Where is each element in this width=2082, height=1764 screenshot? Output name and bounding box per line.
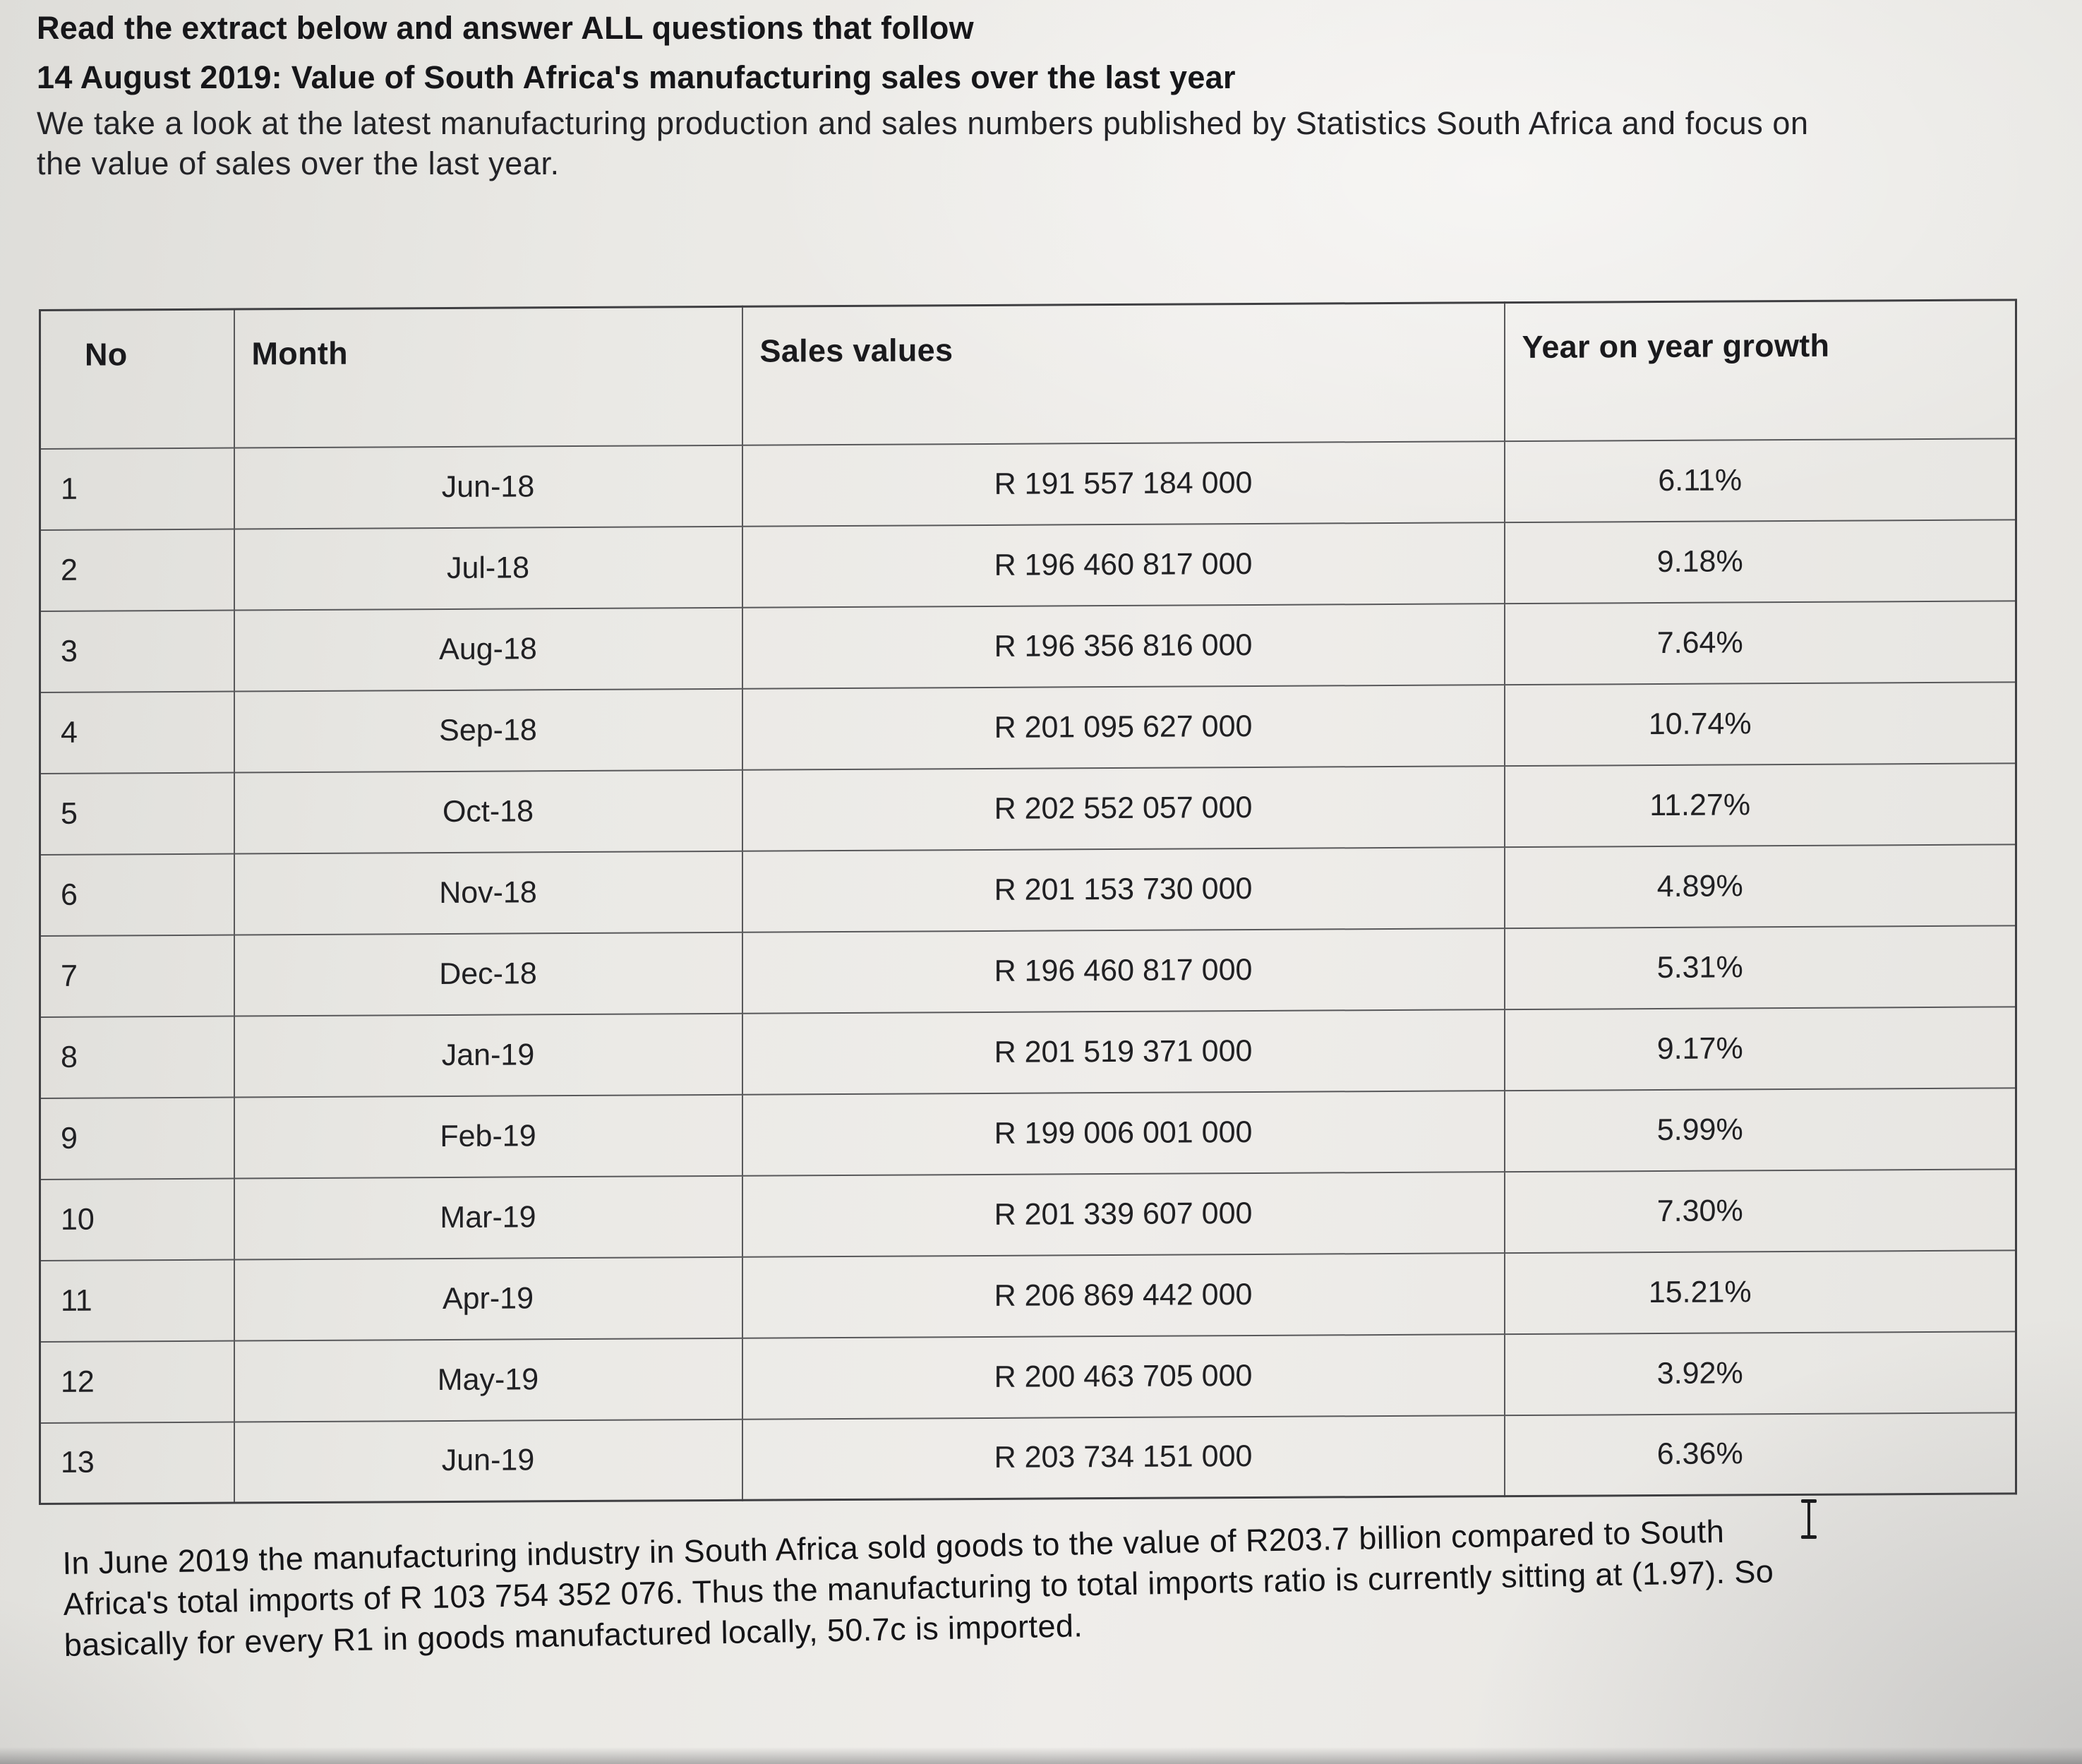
- cell-no: 2: [40, 529, 234, 611]
- cell-month: Jul-18: [234, 526, 742, 611]
- cell-sales: R 203 734 151 000: [742, 1415, 1505, 1501]
- cell-no: 13: [40, 1422, 234, 1504]
- table-row: 9 Feb-19 R 199 006 001 000 5.99%: [40, 1087, 2016, 1180]
- table-row: 3 Aug-18 R 196 356 816 000 7.64%: [40, 600, 2016, 692]
- sales-table: No Month Sales values Year on year growt…: [39, 299, 2017, 1506]
- col-header-sales: Sales values: [742, 302, 1505, 445]
- cell-growth: 3.92%: [1504, 1331, 2016, 1415]
- cell-month: Jun-18: [234, 445, 742, 529]
- cell-sales: R 201 519 371 000: [742, 1009, 1505, 1095]
- cell-sales: R 206 869 442 000: [742, 1252, 1505, 1338]
- text-cursor-icon: [1800, 1499, 1818, 1539]
- cell-no: 11: [40, 1259, 234, 1342]
- cell-growth: 5.31%: [1504, 925, 2016, 1009]
- cell-growth: 6.11%: [1504, 438, 2016, 522]
- intro-line-1: We take a look at the latest manufacturi…: [37, 105, 1809, 141]
- cell-month: Jan-19: [234, 1013, 742, 1098]
- cell-growth: 10.74%: [1504, 681, 2016, 766]
- intro-paragraph: We take a look at the latest manufacturi…: [37, 103, 2055, 184]
- cell-no: 4: [40, 691, 234, 774]
- cell-growth: 7.64%: [1504, 600, 2016, 685]
- table-row: 12 May-19 R 200 463 705 000 3.92%: [40, 1331, 2016, 1423]
- table-row: 2 Jul-18 R 196 460 817 000 9.18%: [40, 519, 2016, 611]
- article-title: 14 August 2019: Value of South Africa's …: [37, 59, 1236, 95]
- cell-month: Oct-18: [234, 769, 742, 854]
- instruction-heading: Read the extract below and answer ALL qu…: [37, 10, 974, 46]
- cell-sales: R 201 339 607 000: [742, 1171, 1505, 1257]
- cell-month: Mar-19: [234, 1175, 742, 1260]
- cell-sales: R 201 153 730 000: [742, 846, 1505, 932]
- cell-month: May-19: [234, 1338, 742, 1422]
- cell-month: Jun-19: [234, 1419, 742, 1504]
- cell-no: 10: [40, 1178, 234, 1261]
- table-row: 10 Mar-19 R 201 339 607 000 7.30%: [40, 1168, 2016, 1261]
- cell-growth: 7.30%: [1504, 1168, 2016, 1253]
- cell-sales: R 200 463 705 000: [742, 1333, 1505, 1420]
- table-row: 7 Dec-18 R 196 460 817 000 5.31%: [40, 925, 2016, 1017]
- cell-month: Feb-19: [234, 1094, 742, 1179]
- col-header-month: Month: [234, 306, 742, 448]
- table-row: 8 Jan-19 R 201 519 371 000 9.17%: [40, 1006, 2016, 1098]
- table-row: 5 Oct-18 R 202 552 057 000 11.27%: [40, 762, 2016, 855]
- cell-sales: R 202 552 057 000: [742, 765, 1505, 851]
- cell-sales: R 196 356 816 000: [742, 603, 1505, 689]
- cell-month: Sep-18: [234, 688, 742, 773]
- header-row: No Month Sales values Year on year growt…: [40, 299, 2016, 449]
- table-row: 1 Jun-18 R 191 557 184 000 6.11%: [40, 438, 2016, 530]
- cell-sales: R 199 006 001 000: [742, 1090, 1505, 1176]
- cell-growth: 9.17%: [1504, 1006, 2016, 1091]
- table-row: 6 Nov-18 R 201 153 730 000 4.89%: [40, 844, 2016, 936]
- cell-month: Dec-18: [234, 932, 742, 1016]
- sales-table-header: No Month Sales values Year on year growt…: [40, 299, 2016, 449]
- cell-no: 3: [40, 610, 234, 692]
- cell-no: 8: [40, 1016, 234, 1098]
- cell-no: 12: [40, 1340, 234, 1423]
- cell-sales: R 196 460 817 000: [742, 928, 1505, 1014]
- col-header-no: No: [40, 309, 234, 449]
- intro-line-2: the value of sales over the last year.: [37, 145, 560, 181]
- cell-growth: 5.99%: [1504, 1087, 2016, 1172]
- cell-growth: 4.89%: [1504, 844, 2016, 928]
- cell-month: Apr-19: [234, 1256, 742, 1341]
- cell-sales: R 196 460 817 000: [742, 522, 1505, 608]
- cell-no: 1: [40, 448, 234, 530]
- cell-month: Aug-18: [234, 607, 742, 692]
- cell-growth: 15.21%: [1504, 1249, 2016, 1334]
- sales-table-body: 1 Jun-18 R 191 557 184 000 6.11% 2 Jul-18 R 19…: [40, 438, 2016, 1504]
- cell-no: 6: [40, 853, 234, 936]
- cell-no: 9: [40, 1097, 234, 1180]
- table-row: 4 Sep-18 R 201 095 627 000 10.74%: [40, 681, 2016, 774]
- footer-paragraph: In June 2019 the manufacturing industry …: [62, 1505, 2062, 1666]
- cell-sales: R 191 557 184 000: [742, 440, 1505, 527]
- cell-growth: 6.36%: [1504, 1412, 2016, 1496]
- cell-sales: R 201 095 627 000: [742, 684, 1505, 770]
- cell-no: 7: [40, 935, 234, 1017]
- cell-month: Nov-18: [234, 851, 742, 935]
- cell-growth: 9.18%: [1504, 519, 2016, 604]
- cell-growth: 11.27%: [1504, 762, 2016, 847]
- cell-no: 5: [40, 772, 234, 855]
- table-row: 13 Jun-19 R 203 734 151 000 6.36%: [40, 1412, 2016, 1504]
- table-row: 11 Apr-19 R 206 869 442 000 15.21%: [40, 1249, 2016, 1342]
- col-header-growth: Year on year growth: [1504, 299, 2016, 441]
